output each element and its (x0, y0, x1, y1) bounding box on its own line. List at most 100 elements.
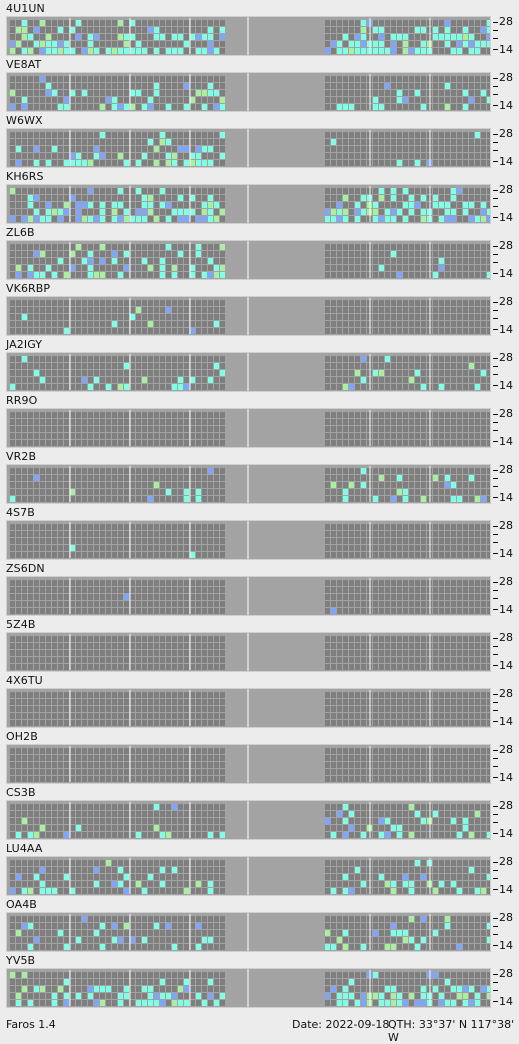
left-cell (130, 27, 135, 33)
right-cell (361, 650, 366, 656)
left-cell (196, 146, 201, 152)
right-cell (379, 216, 384, 222)
left-cell (184, 300, 189, 306)
right-cell (385, 76, 390, 82)
left-cell (220, 314, 225, 320)
left-cell (106, 328, 111, 334)
left-cell (136, 314, 141, 320)
left-cell (220, 587, 225, 593)
right-cell (331, 188, 336, 194)
left-cell (172, 538, 177, 544)
left-cell (214, 489, 219, 495)
left-cell (196, 482, 201, 488)
left-cell (112, 664, 117, 670)
right-cell (403, 146, 408, 152)
right-cell (439, 356, 444, 362)
right-cell (391, 20, 396, 26)
right-cell (439, 538, 444, 544)
left-cell (172, 258, 177, 264)
right-cell (397, 538, 402, 544)
left-cell (28, 300, 33, 306)
left-cell (208, 83, 213, 89)
right-cell (355, 90, 360, 96)
left-cell (64, 20, 69, 26)
left-cell (124, 692, 129, 698)
left-cell (40, 601, 45, 607)
left-cell (154, 580, 159, 586)
left-cell (52, 76, 57, 82)
right-cell (373, 146, 378, 152)
left-cell (166, 412, 171, 418)
right-cell (331, 706, 336, 712)
left-cell (112, 251, 117, 257)
right-cell (469, 419, 474, 425)
right-cell (433, 314, 438, 320)
axis-tick (493, 142, 498, 143)
right-cell (337, 664, 342, 670)
right-cell (469, 601, 474, 607)
right-cell (487, 475, 490, 481)
left-cell (118, 538, 123, 544)
left-cell (22, 209, 27, 215)
left-cell (64, 692, 69, 698)
left-cell (28, 524, 33, 530)
left-cell (58, 104, 63, 110)
right-cell (445, 132, 450, 138)
left-cell (94, 496, 99, 502)
left-cell (196, 34, 201, 40)
left-cell (154, 209, 159, 215)
right-cell (439, 412, 444, 418)
left-cell (28, 713, 33, 719)
right-cell (451, 160, 456, 166)
right-cell (355, 146, 360, 152)
left-cell (28, 76, 33, 82)
left-cell (220, 209, 225, 215)
left-cell (220, 468, 225, 474)
left-cell (154, 258, 159, 264)
right-cell (469, 538, 474, 544)
right-cell (373, 538, 378, 544)
left-cell (196, 636, 201, 642)
right-cell (397, 489, 402, 495)
left-cell (208, 265, 213, 271)
right-cell (331, 608, 336, 614)
left-cell (52, 356, 57, 362)
left-cell (178, 720, 183, 726)
right-cell (391, 370, 396, 376)
right-cell (355, 34, 360, 40)
left-cell (10, 20, 15, 26)
right-cell (487, 419, 490, 425)
left-cell (10, 370, 15, 376)
left-cell (208, 433, 213, 439)
right-cell (481, 160, 486, 166)
left-cell (214, 650, 219, 656)
left-cell (64, 468, 69, 474)
left-cell (136, 20, 141, 26)
left-cell (82, 34, 87, 40)
right-cell (325, 244, 330, 250)
left-cell (136, 636, 141, 642)
propagation-chart (6, 464, 491, 504)
right-cell (379, 258, 384, 264)
left-cell (88, 580, 93, 586)
left-cell (58, 692, 63, 698)
right-cell (433, 41, 438, 47)
right-cell (439, 209, 444, 215)
left-cell (58, 272, 63, 278)
left-cell (40, 748, 45, 754)
right-cell (439, 104, 444, 110)
right-cell (481, 587, 486, 593)
right-cell (403, 699, 408, 705)
left-cell (196, 139, 201, 145)
right-cell (355, 209, 360, 215)
right-cell (469, 363, 474, 369)
right-cell (349, 384, 354, 390)
left-cell (214, 636, 219, 642)
left-cell (28, 34, 33, 40)
left-cell (196, 265, 201, 271)
right-cell (451, 594, 456, 600)
left-cell (94, 139, 99, 145)
propagation-chart (6, 408, 491, 448)
